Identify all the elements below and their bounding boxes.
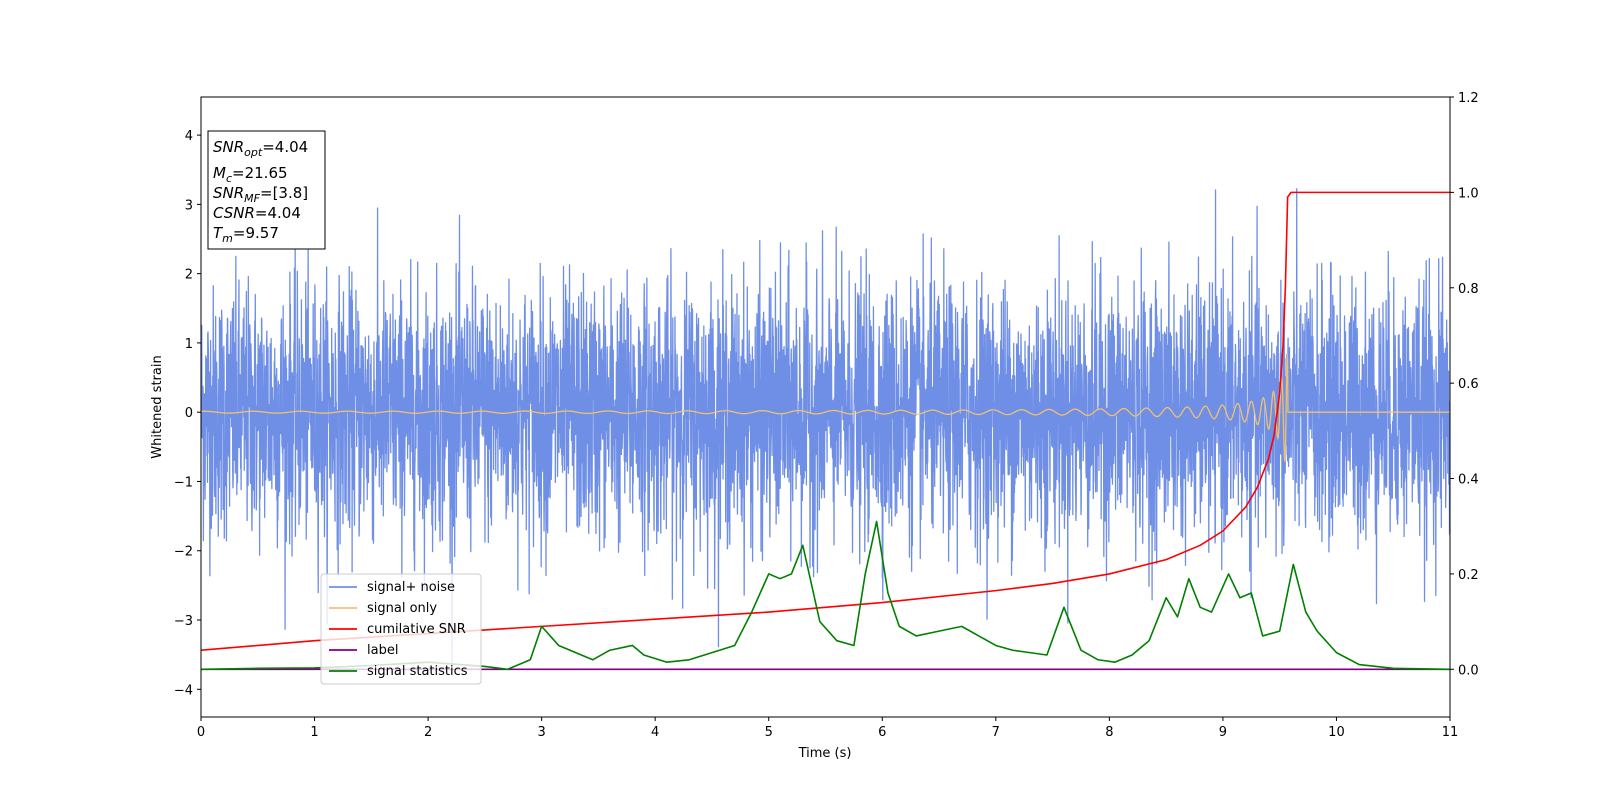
x-tick-label: 0 — [197, 725, 205, 740]
legend-label: signal only — [367, 601, 437, 616]
legend-label: signal+ noise — [367, 580, 455, 595]
x-tick-label: 9 — [1219, 725, 1227, 740]
x-tick-label: 5 — [765, 725, 773, 740]
legend-label: cumilative SNR — [367, 622, 466, 637]
x-tick-label: 11 — [1442, 725, 1459, 740]
x-tick-label: 10 — [1328, 725, 1345, 740]
info-snr-opt: SNRopt=4.04 — [213, 138, 308, 159]
y-left-tick-label: 0 — [185, 406, 193, 421]
y-right-tick-label: 0.0 — [1458, 663, 1479, 678]
series-signal-statistics-line — [201, 520, 1450, 671]
y-left-tick-label: 4 — [185, 129, 193, 144]
x-tick-label: 8 — [1105, 725, 1113, 740]
x-tick-label: 3 — [537, 725, 545, 740]
legend-label: label — [367, 643, 398, 658]
info-tm: Tm=9.57 — [213, 224, 279, 245]
y-left-tick-label: 3 — [185, 198, 193, 213]
series-cumilative-snr-line — [201, 191, 1450, 652]
y-left-tick-label: 1 — [185, 337, 193, 352]
series-signal-noise-line — [201, 188, 1450, 664]
x-tick-label: 7 — [992, 725, 1000, 740]
y-left-tick-label: −1 — [174, 475, 193, 490]
x-tick-label: 1 — [310, 725, 318, 740]
legend-frame — [320, 573, 482, 685]
y-right-tick-label: 0.8 — [1458, 282, 1479, 297]
x-axis-label: Time (s) — [798, 746, 852, 761]
info-csnr: CSNR=4.04 — [213, 204, 301, 222]
y-left-tick-label: 2 — [185, 268, 193, 283]
x-tick-label: 2 — [424, 725, 432, 740]
axes-frame — [200, 96, 1451, 718]
info-box: SNRopt=4.04 Mc=21.65 SNRMF=[3.8] CSNR=4.… — [207, 130, 326, 250]
series-signal-only-line — [201, 353, 1450, 462]
legend: signal+ noise signal only cumilative SNR la… — [320, 573, 482, 685]
info-mc: Mc=21.65 — [213, 164, 288, 185]
info-snr-mf: SNRMF=[3.8] — [213, 184, 308, 205]
axis-ticks: 0 1 2 3 4 5 6 7 8 9 10 11 −4 −3 −2 −1 0 1 2 3 4 0.0 0.2 0.4 0.6 0… — [174, 91, 1479, 740]
legend-label: signal statistics — [367, 664, 468, 679]
y-right-tick-label: 1.2 — [1458, 91, 1479, 106]
y-right-tick-label: 0.2 — [1458, 568, 1479, 583]
y-left-tick-label: −4 — [174, 683, 193, 698]
y-left-tick-label: −2 — [174, 545, 193, 560]
y-left-tick-label: −3 — [174, 614, 193, 629]
y-axis-label: Whitened strain — [150, 355, 165, 458]
x-tick-label: 6 — [878, 725, 886, 740]
y-right-tick-label: 0.4 — [1458, 473, 1479, 488]
y-right-tick-label: 0.6 — [1458, 377, 1479, 392]
x-tick-label: 4 — [651, 725, 659, 740]
y-right-tick-label: 1.0 — [1458, 186, 1479, 201]
